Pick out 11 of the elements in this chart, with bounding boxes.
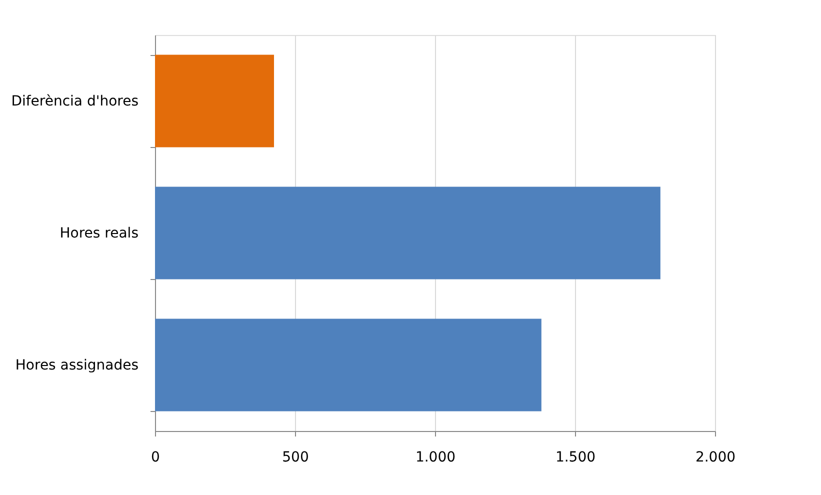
y-tick-label: Hores assignades (15, 358, 138, 374)
x-tick-label: 0 (151, 450, 160, 466)
x-tick-label: 500 (282, 450, 309, 466)
x-tick-label: 2.000 (695, 450, 736, 466)
bar (155, 54, 274, 148)
y-tick-label: Diferència d'hores (11, 94, 138, 110)
bar (155, 186, 660, 280)
bar (155, 318, 542, 412)
y-tick-label: Hores reals (60, 226, 138, 242)
x-tick-label: 1.500 (555, 450, 596, 466)
x-tick-label: 1.000 (415, 450, 456, 466)
